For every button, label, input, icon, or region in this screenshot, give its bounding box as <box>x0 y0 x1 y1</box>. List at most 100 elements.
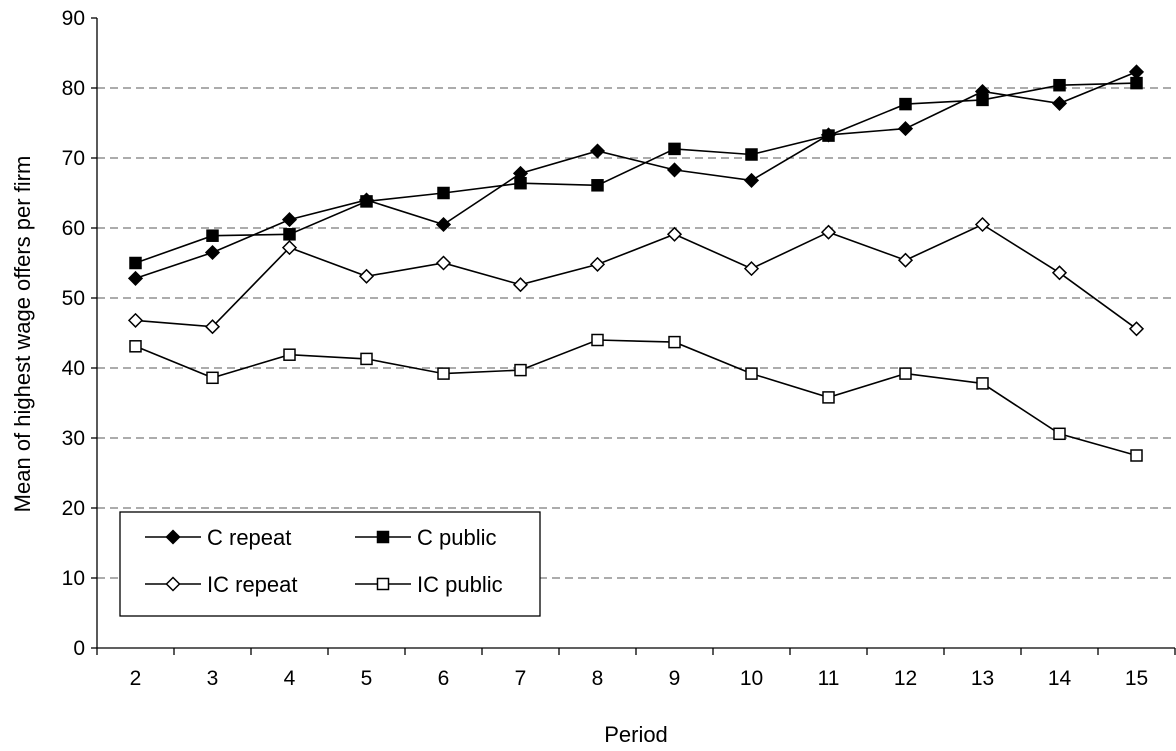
series-line-c-repeat <box>135 71 1137 280</box>
x-tick-label-13: 13 <box>971 667 994 690</box>
x-tick-label-5: 5 <box>361 667 373 690</box>
point-ic-repeat-10 <box>743 261 760 277</box>
legend-item-ic-public: IC public <box>355 572 503 597</box>
x-tick-label-14: 14 <box>1048 667 1072 690</box>
gridlines <box>97 87 1175 579</box>
legend-marker-c-repeat <box>165 529 181 545</box>
y-tick-label-90: 90 <box>62 7 85 30</box>
series-ic-public <box>129 333 1143 462</box>
point-c-public-7 <box>514 176 527 190</box>
legend-label-ic-public: IC public <box>417 572 503 597</box>
x-tick-label-7: 7 <box>515 667 527 690</box>
point-c-repeat-15 <box>1128 64 1145 80</box>
series-line-ic-public <box>135 339 1137 457</box>
y-tick-label-80: 80 <box>62 77 85 100</box>
point-c-repeat-14 <box>1051 95 1068 111</box>
legend-item-c-public: C public <box>355 525 496 550</box>
point-ic-repeat-2 <box>127 312 144 328</box>
legend: C repeat C public IC repeat IC public <box>119 511 541 617</box>
point-c-public-15 <box>1130 76 1143 90</box>
point-c-public-12 <box>899 97 912 111</box>
point-ic-public-11 <box>822 391 835 404</box>
point-ic-public-10 <box>745 367 758 380</box>
point-c-public-3 <box>206 229 219 242</box>
point-c-repeat-8 <box>589 143 606 159</box>
y-tick-label-0: 0 <box>73 637 85 660</box>
point-ic-public-12 <box>899 367 912 380</box>
point-ic-public-15 <box>1130 449 1143 462</box>
y-tick-label-10: 10 <box>62 567 85 590</box>
x-tick-label-11: 11 <box>818 667 840 690</box>
point-ic-repeat-12 <box>897 252 914 268</box>
y-tick-label-30: 30 <box>62 427 85 450</box>
y-tick-label-40: 40 <box>62 357 85 380</box>
legend-box <box>119 511 541 617</box>
point-c-repeat-6 <box>435 216 452 233</box>
point-ic-public-13 <box>976 377 989 390</box>
x-axis-ticks: 2 3 4 5 6 7 8 9 10 11 12 13 14 15 <box>96 648 1176 690</box>
y-tick-label-60: 60 <box>62 217 85 240</box>
series-c-public <box>129 76 1143 270</box>
point-c-public-10 <box>745 148 758 161</box>
point-c-repeat-3 <box>204 244 221 261</box>
point-ic-public-4 <box>283 348 296 361</box>
x-tick-label-8: 8 <box>592 667 604 690</box>
series-c-repeat <box>127 64 1145 286</box>
legend-label-ic-repeat: IC repeat <box>207 572 298 597</box>
point-ic-public-6 <box>437 367 450 380</box>
point-c-public-8 <box>591 179 604 192</box>
y-tick-label-70: 70 <box>62 147 85 170</box>
x-tick-label-6: 6 <box>438 667 450 690</box>
series-line-c-public <box>135 82 1137 264</box>
y-axis-title: Mean of highest wage offers per firm <box>10 156 35 513</box>
point-c-public-4 <box>283 228 296 241</box>
legend-item-ic-repeat: IC repeat <box>145 572 298 597</box>
point-ic-public-2 <box>129 340 142 353</box>
x-tick-label-4: 4 <box>284 667 296 690</box>
x-tick-label-15: 15 <box>1125 667 1148 690</box>
point-ic-repeat-15 <box>1128 321 1145 337</box>
legend-label-c-public: C public <box>417 525 496 550</box>
legend-label-c-repeat: C repeat <box>207 525 291 550</box>
point-c-public-13 <box>976 93 989 107</box>
x-tick-label-2: 2 <box>130 667 142 690</box>
point-ic-repeat-11 <box>820 224 837 240</box>
point-c-public-11 <box>822 129 835 142</box>
point-ic-repeat-3 <box>204 319 221 335</box>
legend-marker-ic-public <box>376 577 390 591</box>
point-c-repeat-10 <box>743 172 760 188</box>
point-ic-public-5 <box>360 352 373 366</box>
series-ic-repeat <box>127 216 1145 337</box>
y-tick-label-20: 20 <box>62 497 85 520</box>
point-c-repeat-4 <box>281 212 298 228</box>
point-c-repeat-12 <box>897 121 914 137</box>
point-ic-repeat-8 <box>589 256 606 272</box>
y-axis-ticks: 0 10 20 30 40 50 60 70 80 90 <box>62 7 97 660</box>
y-tick-label-50: 50 <box>62 287 85 310</box>
point-ic-public-7 <box>514 363 527 377</box>
point-c-public-2 <box>129 256 142 270</box>
point-ic-public-9 <box>668 335 681 349</box>
x-tick-label-12: 12 <box>894 667 917 690</box>
legend-item-c-repeat: C repeat <box>145 525 291 550</box>
point-ic-repeat-4 <box>281 240 298 256</box>
point-ic-repeat-7 <box>512 277 529 293</box>
x-tick-label-9: 9 <box>669 667 681 690</box>
point-c-public-5 <box>360 195 373 208</box>
legend-marker-c-public <box>376 530 390 544</box>
point-ic-repeat-13 <box>974 216 991 233</box>
x-tick-label-3: 3 <box>207 667 219 690</box>
point-ic-public-14 <box>1053 427 1066 441</box>
point-c-public-6 <box>437 186 450 200</box>
x-tick-label-10: 10 <box>740 667 763 690</box>
point-c-public-9 <box>668 142 681 156</box>
point-c-public-14 <box>1053 78 1066 92</box>
point-ic-repeat-14 <box>1051 265 1068 281</box>
point-c-repeat-2 <box>127 270 144 286</box>
series-layer <box>127 64 1145 462</box>
point-ic-public-8 <box>591 333 604 347</box>
point-ic-public-3 <box>206 371 219 385</box>
point-ic-repeat-6 <box>435 255 452 271</box>
point-ic-repeat-5 <box>358 268 375 284</box>
